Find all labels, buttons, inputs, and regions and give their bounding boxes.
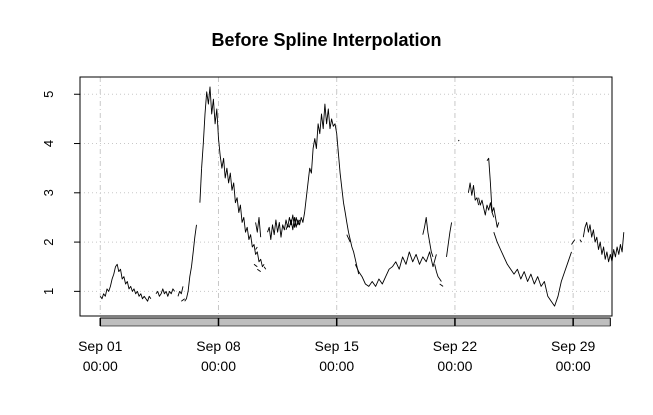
series-segment — [571, 239, 576, 245]
y-tick-label: 4 — [41, 140, 56, 147]
tick-labels: 1 2 3 4 5 Sep 01 00:00 Sep 08 00:00 Sep 15 00:00 Se… — [41, 91, 596, 374]
x-tick-label-time: 00:00 — [556, 358, 591, 374]
y-tick-label: 5 — [41, 91, 56, 98]
series-segment — [336, 133, 360, 275]
series-segment — [493, 232, 572, 307]
series-segment — [255, 216, 262, 238]
series-segment — [199, 168, 203, 203]
plot-frame — [79, 76, 613, 317]
x-tick-label-time: 00:00 — [201, 358, 236, 374]
series-segment — [184, 224, 197, 302]
x-tick-label-time: 00:00 — [319, 358, 354, 374]
x-tick-label-time: 00:00 — [437, 358, 472, 374]
series-segment — [478, 197, 500, 228]
x-tick-label-date: Sep 29 — [551, 338, 596, 354]
series-segment — [422, 216, 434, 258]
x-tick-label-date: Sep 01 — [78, 338, 123, 354]
series-segment — [257, 268, 261, 272]
series-segment — [263, 266, 267, 270]
series-segment — [181, 298, 185, 302]
x-axis-band — [99, 317, 611, 327]
series-segment — [354, 251, 437, 287]
x-tick-label-date: Sep 08 — [196, 338, 241, 354]
series-segment — [267, 214, 301, 241]
y-tick-label: 3 — [41, 189, 56, 196]
grid-lines — [80, 77, 612, 316]
x-tick-label-time: 00:00 — [83, 358, 118, 374]
series-segment — [201, 86, 265, 268]
x-tick-label-date: Sep 22 — [433, 338, 478, 354]
series-segment — [346, 234, 351, 243]
data-series — [99, 86, 625, 307]
series-segment — [253, 263, 258, 268]
series-segment — [446, 222, 453, 257]
x-tick-label-date: Sep 15 — [315, 338, 360, 354]
series-segment — [457, 139, 460, 142]
series-segment — [155, 288, 175, 297]
series-segment — [99, 263, 152, 302]
series-segment — [582, 221, 625, 263]
series-segment — [285, 103, 338, 231]
series-segment — [467, 182, 480, 206]
series-segment — [255, 246, 258, 250]
axes — [74, 76, 613, 327]
series-segment — [439, 283, 444, 287]
series-segment — [434, 264, 442, 282]
series-segment — [177, 286, 184, 297]
series-segment — [486, 157, 495, 218]
series-segment — [579, 239, 582, 243]
chart-title: Before Spline Interpolation — [211, 30, 442, 50]
y-tick-label: 2 — [41, 238, 56, 245]
y-tick-label: 1 — [41, 288, 56, 295]
